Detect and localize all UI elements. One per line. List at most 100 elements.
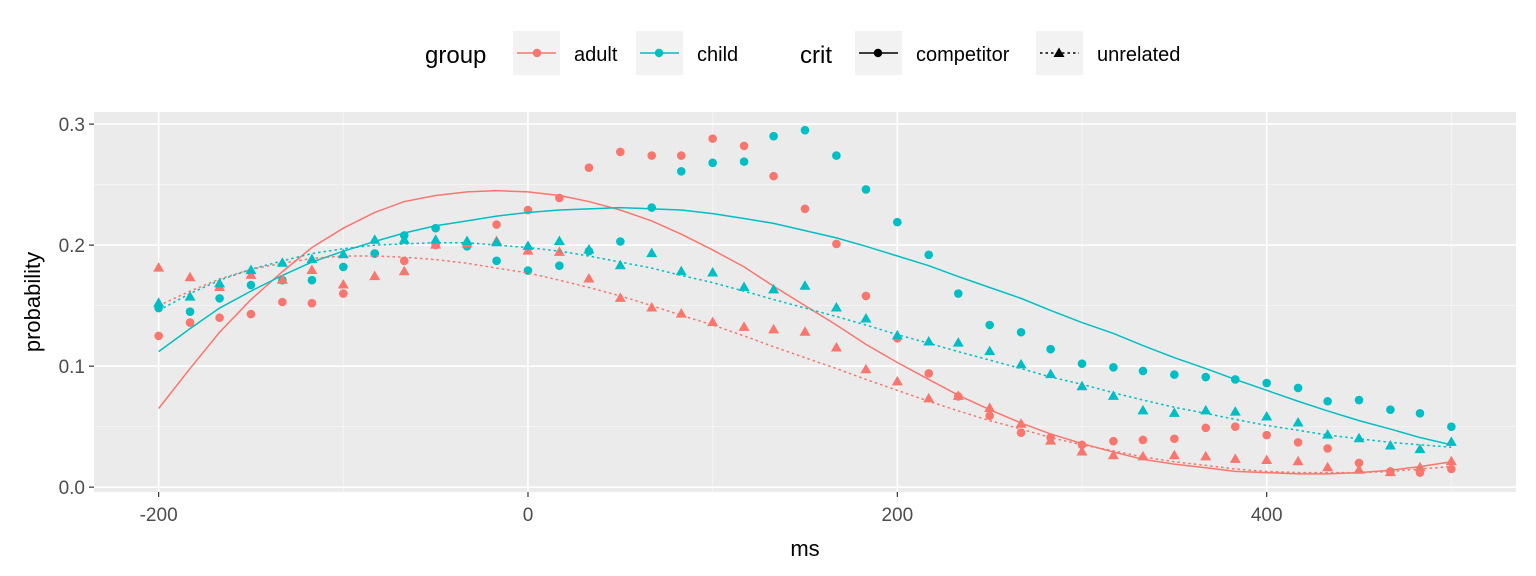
legend-point-adult xyxy=(532,48,542,58)
data-point xyxy=(1076,446,1088,456)
data-point xyxy=(985,320,994,330)
data-point xyxy=(1414,443,1426,454)
data-point xyxy=(246,309,256,319)
data-point xyxy=(1384,466,1396,477)
data-point xyxy=(708,134,717,143)
data-point xyxy=(1292,455,1304,466)
data-point xyxy=(491,236,503,247)
data-point xyxy=(184,291,196,301)
data-point xyxy=(1229,453,1241,463)
data-point xyxy=(492,256,501,266)
data-point xyxy=(461,235,473,245)
data-point xyxy=(1138,435,1148,445)
data-point xyxy=(1293,438,1303,447)
data-point xyxy=(985,411,994,421)
data-point xyxy=(492,220,501,229)
data-point xyxy=(1015,418,1027,428)
legend-label-adult: adult xyxy=(574,44,618,66)
data-point xyxy=(739,157,749,166)
data-point xyxy=(1107,390,1119,400)
data-point xyxy=(832,151,841,160)
data-point xyxy=(799,326,811,336)
data-point xyxy=(1168,449,1180,460)
data-point xyxy=(276,274,288,284)
legend-point-child xyxy=(654,48,664,58)
data-point xyxy=(215,313,224,323)
data-point xyxy=(646,302,658,312)
data-point xyxy=(431,223,440,233)
data-point xyxy=(830,302,842,312)
data-point xyxy=(430,239,442,249)
data-point xyxy=(1445,436,1457,446)
data-point xyxy=(1016,428,1026,438)
data-point xyxy=(830,341,842,352)
data-point xyxy=(1201,372,1211,382)
data-point xyxy=(1447,464,1456,474)
data-point xyxy=(769,131,778,141)
data-point xyxy=(1045,368,1057,379)
data-point xyxy=(154,331,163,341)
data-point xyxy=(337,248,349,259)
data-point xyxy=(1076,380,1088,391)
data-point xyxy=(769,171,778,181)
legend-label-competitor: competitor xyxy=(916,44,1010,66)
data-point xyxy=(614,259,626,270)
legend-label-child: child xyxy=(697,44,738,66)
data-point xyxy=(860,312,872,323)
fit-line-child-unrelated xyxy=(158,241,1452,448)
data-point xyxy=(522,245,534,255)
data-point xyxy=(1384,440,1396,450)
series-child-competitor xyxy=(154,125,1456,446)
data-point xyxy=(339,289,348,298)
data-point xyxy=(399,256,409,266)
legend: group adult child crit competitor unrela… xyxy=(425,31,1180,75)
x-axis-label: ms xyxy=(790,536,819,561)
fit-line-adult-competitor xyxy=(158,189,1452,475)
data-point xyxy=(522,240,534,250)
data-point xyxy=(1170,434,1179,444)
data-point xyxy=(276,257,288,267)
data-point xyxy=(1323,396,1332,406)
data-point xyxy=(307,275,317,285)
data-layer xyxy=(153,125,1457,477)
data-point xyxy=(214,277,226,288)
data-point xyxy=(1077,359,1087,369)
y-tick-label: 0.2 xyxy=(59,236,85,257)
data-point xyxy=(430,234,442,244)
data-point xyxy=(738,281,750,291)
data-point xyxy=(861,185,871,194)
data-point xyxy=(339,262,348,272)
data-point xyxy=(1046,344,1055,354)
data-point xyxy=(1015,358,1027,369)
data-point xyxy=(893,217,902,227)
data-point xyxy=(1293,383,1303,393)
series-adult-unrelated xyxy=(153,235,1457,477)
data-point xyxy=(153,262,165,272)
data-point xyxy=(246,280,256,290)
legend-point-competitor xyxy=(873,48,883,58)
data-point xyxy=(614,292,626,302)
data-point xyxy=(584,163,594,172)
data-point xyxy=(675,308,687,318)
x-tick-label: -200 xyxy=(140,505,178,526)
data-point xyxy=(307,298,317,308)
legend-title-crit: crit xyxy=(800,42,832,69)
y-axis-label: probability xyxy=(20,252,45,352)
data-point xyxy=(1229,406,1241,416)
data-point xyxy=(952,390,964,400)
x-tick-label: 400 xyxy=(1251,505,1283,526)
data-point xyxy=(676,151,686,160)
data-point xyxy=(739,141,749,151)
data-point xyxy=(1201,423,1211,433)
data-point xyxy=(1230,422,1240,431)
data-point xyxy=(184,271,196,282)
data-point xyxy=(861,291,871,301)
data-point xyxy=(923,335,935,346)
data-point xyxy=(707,266,719,277)
data-point xyxy=(860,363,872,374)
data-point xyxy=(398,265,410,276)
data-point xyxy=(832,239,841,249)
legend-label-unrelated: unrelated xyxy=(1097,44,1180,66)
data-point xyxy=(185,318,195,327)
